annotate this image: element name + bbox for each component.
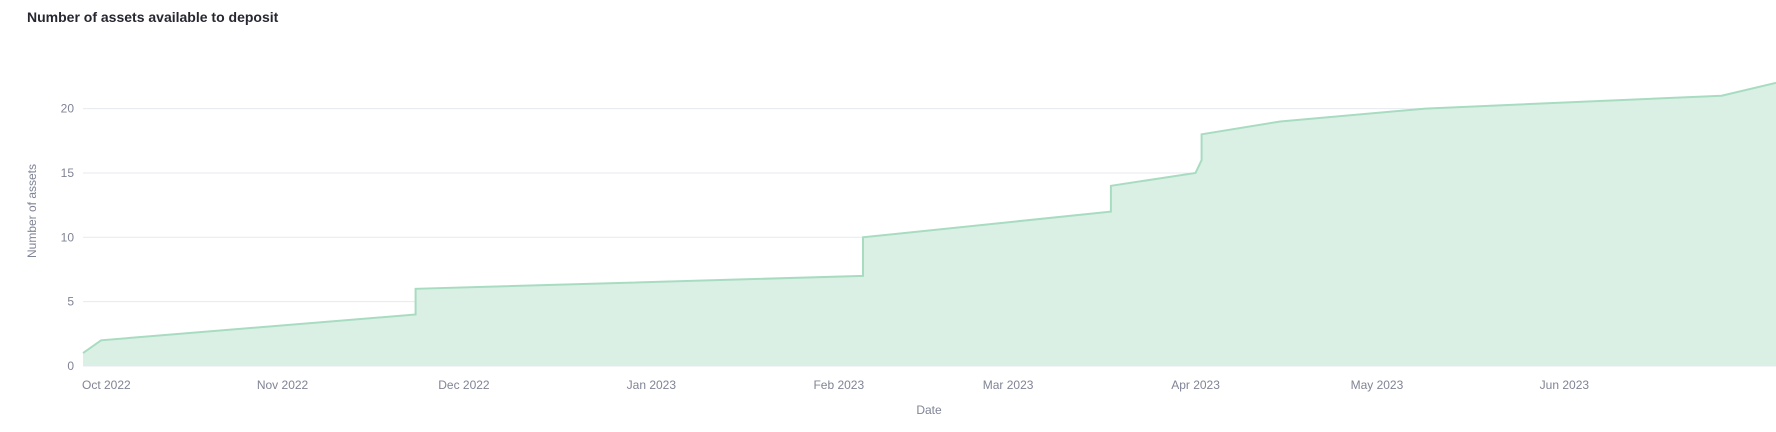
y-tick-label: 10: [61, 230, 75, 244]
x-axis-ticks: Oct 2022 Nov 2022 Dec 2022 Jan 2023 Feb 2023…: [82, 378, 1589, 392]
x-tick-label: Dec 2022: [438, 378, 490, 392]
y-tick-label: 20: [61, 102, 75, 116]
y-axis-title: Number of assets: [25, 164, 39, 258]
x-tick-label: Nov 2022: [257, 378, 309, 392]
y-tick-label: 15: [61, 166, 75, 180]
area-series: [83, 82, 1776, 367]
x-tick-label: May 2023: [1351, 378, 1404, 392]
y-axis-ticks: 0 5 10 15 20: [61, 102, 75, 373]
x-tick-label: Apr 2023: [1171, 378, 1220, 392]
y-tick-label: 5: [67, 295, 74, 309]
y-tick-label: 0: [67, 359, 74, 373]
x-tick-label: Feb 2023: [813, 378, 864, 392]
x-tick-label: Jan 2023: [627, 378, 677, 392]
area-series-line: [82, 81, 1776, 354]
chart-title: Number of assets available to deposit: [27, 9, 279, 25]
x-tick-label: Oct 2022: [82, 378, 131, 392]
x-tick-label: Jun 2023: [1540, 378, 1590, 392]
x-tick-label: Mar 2023: [983, 378, 1034, 392]
x-axis-title: Date: [916, 403, 942, 417]
